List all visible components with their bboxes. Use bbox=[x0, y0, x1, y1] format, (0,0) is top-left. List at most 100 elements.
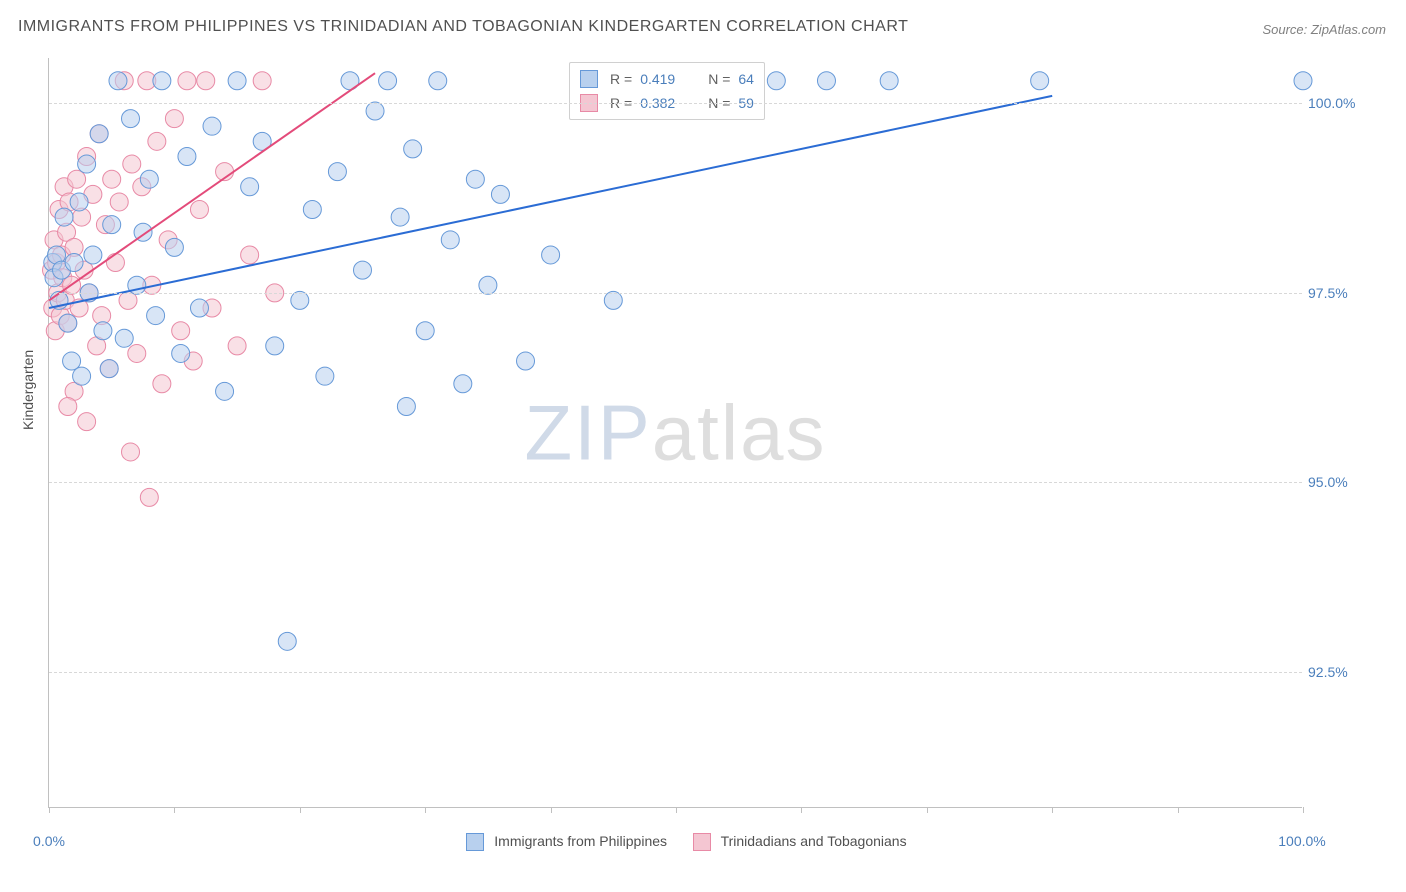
data-point bbox=[241, 246, 259, 264]
data-point bbox=[78, 155, 96, 173]
data-point bbox=[70, 193, 88, 211]
source-attribution: Source: ZipAtlas.com bbox=[1262, 22, 1386, 37]
x-tick bbox=[174, 807, 175, 813]
data-point bbox=[767, 72, 785, 90]
legend-label-1: Immigrants from Philippines bbox=[494, 833, 667, 849]
y-tick-label: 100.0% bbox=[1308, 95, 1388, 111]
y-tick-label: 92.5% bbox=[1308, 664, 1388, 680]
x-axis-max-label: 100.0% bbox=[1278, 833, 1325, 849]
data-point bbox=[366, 102, 384, 120]
data-point bbox=[441, 231, 459, 249]
data-point bbox=[1294, 72, 1312, 90]
x-tick bbox=[49, 807, 50, 813]
x-tick bbox=[676, 807, 677, 813]
data-point bbox=[354, 261, 372, 279]
data-point bbox=[253, 72, 271, 90]
x-tick bbox=[1303, 807, 1304, 813]
series-legend: Immigrants from Philippines Trinidadians… bbox=[49, 833, 1302, 851]
data-point bbox=[106, 254, 124, 272]
legend-swatch-1 bbox=[466, 833, 484, 851]
data-point bbox=[391, 208, 409, 226]
data-point bbox=[266, 337, 284, 355]
x-axis-min-label: 0.0% bbox=[33, 833, 65, 849]
stats-legend: R = 0.419 N = 64 R = 0.382 N = 59 bbox=[569, 62, 765, 120]
stats-legend-row-1: R = 0.419 N = 64 bbox=[580, 67, 754, 91]
data-point bbox=[59, 397, 77, 415]
data-point bbox=[68, 170, 86, 188]
data-point bbox=[140, 488, 158, 506]
data-point bbox=[604, 291, 622, 309]
data-point bbox=[397, 397, 415, 415]
data-point bbox=[479, 276, 497, 294]
data-point bbox=[153, 375, 171, 393]
data-point bbox=[103, 216, 121, 234]
data-point bbox=[90, 125, 108, 143]
data-point bbox=[103, 170, 121, 188]
data-point bbox=[1031, 72, 1049, 90]
data-point bbox=[148, 132, 166, 150]
data-point bbox=[94, 322, 112, 340]
data-point bbox=[379, 72, 397, 90]
data-point bbox=[216, 382, 234, 400]
y-axis-title: Kindergarten bbox=[20, 350, 36, 430]
data-point bbox=[172, 344, 190, 362]
chart-title: IMMIGRANTS FROM PHILIPPINES VS TRINIDADI… bbox=[18, 18, 908, 36]
data-point bbox=[203, 117, 221, 135]
data-point bbox=[303, 201, 321, 219]
data-point bbox=[128, 344, 146, 362]
y-tick-label: 95.0% bbox=[1308, 474, 1388, 490]
data-point bbox=[110, 193, 128, 211]
data-point bbox=[172, 322, 190, 340]
data-point bbox=[491, 185, 509, 203]
data-point bbox=[190, 201, 208, 219]
y-tick-label: 97.5% bbox=[1308, 285, 1388, 301]
data-point bbox=[228, 72, 246, 90]
data-point bbox=[147, 307, 165, 325]
data-point bbox=[140, 170, 158, 188]
data-point bbox=[178, 147, 196, 165]
gridline bbox=[49, 293, 1302, 294]
x-tick bbox=[1178, 807, 1179, 813]
data-point bbox=[316, 367, 334, 385]
gridline bbox=[49, 482, 1302, 483]
x-tick bbox=[801, 807, 802, 813]
data-point bbox=[109, 72, 127, 90]
chart-plot-area: ZIPatlas R = 0.419 N = 64 R = 0.382 N = … bbox=[48, 58, 1302, 808]
data-point bbox=[122, 443, 140, 461]
legend-label-2: Trinidadians and Tobagonians bbox=[721, 833, 907, 849]
data-point bbox=[84, 246, 102, 264]
data-point bbox=[178, 72, 196, 90]
gridline bbox=[49, 103, 1302, 104]
x-tick bbox=[1052, 807, 1053, 813]
data-point bbox=[228, 337, 246, 355]
data-point bbox=[241, 178, 259, 196]
data-point bbox=[165, 238, 183, 256]
data-point bbox=[454, 375, 472, 393]
data-point bbox=[817, 72, 835, 90]
data-point bbox=[59, 314, 77, 332]
data-point bbox=[122, 110, 140, 128]
data-point bbox=[123, 155, 141, 173]
data-point bbox=[542, 246, 560, 264]
r-label: R = bbox=[610, 71, 632, 87]
legend-swatch-philippines bbox=[580, 70, 598, 88]
chart-svg bbox=[49, 58, 1302, 807]
x-tick bbox=[300, 807, 301, 813]
data-point bbox=[100, 360, 118, 378]
data-point bbox=[466, 170, 484, 188]
data-point bbox=[55, 208, 73, 226]
legend-swatch-2 bbox=[693, 833, 711, 851]
gridline bbox=[49, 672, 1302, 673]
n-value-philippines: 64 bbox=[738, 71, 754, 87]
data-point bbox=[190, 299, 208, 317]
data-point bbox=[65, 254, 83, 272]
data-point bbox=[78, 413, 96, 431]
data-point bbox=[278, 632, 296, 650]
data-point bbox=[197, 72, 215, 90]
data-point bbox=[328, 163, 346, 181]
data-point bbox=[429, 72, 447, 90]
x-tick bbox=[927, 807, 928, 813]
data-point bbox=[63, 352, 81, 370]
data-point bbox=[880, 72, 898, 90]
data-point bbox=[73, 367, 91, 385]
